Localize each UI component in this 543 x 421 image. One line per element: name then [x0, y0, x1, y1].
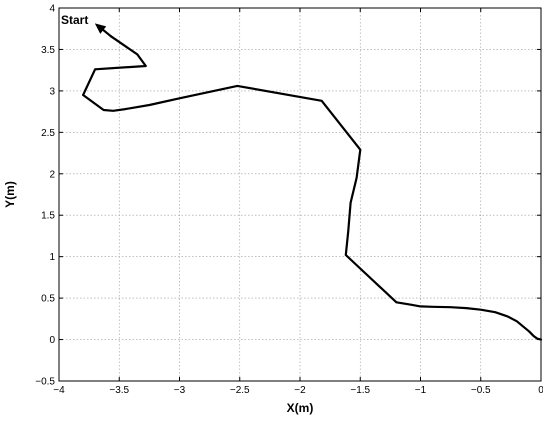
x-tick-label: −3 [174, 385, 186, 396]
y-axis-label: Y(m) [3, 181, 17, 208]
y-tick-label: 0 [49, 335, 55, 346]
x-axis-label: X(m) [287, 401, 314, 415]
x-tick-label: −1.5 [350, 385, 370, 396]
start-arrow-icon [94, 23, 112, 38]
x-tick-label: −2.5 [230, 385, 250, 396]
trajectory-line [82, 35, 543, 341]
y-tick-label: 1 [49, 252, 55, 263]
y-tick-labels: −0.5 0 0.5 1 1.5 2 2.5 3 3.5 4 [35, 4, 55, 388]
y-tick-label: 3 [49, 86, 55, 97]
x-tick-labels: −4 −3.5 −3 −2.5 −2 −1.5 −1 −0.5 0 [53, 385, 543, 396]
x-tick-label: −0.5 [471, 385, 491, 396]
x-tick-label: −2 [294, 385, 306, 396]
y-tick-label: 2.5 [41, 128, 55, 139]
axis-ticks [58, 7, 542, 382]
arrow-head [94, 23, 107, 34]
x-tick-label: −4 [53, 385, 65, 396]
y-tick-label: −0.5 [35, 377, 55, 388]
y-tick-label: 1.5 [41, 211, 55, 222]
start-annotation: Start [61, 13, 88, 27]
x-tick-label: −1 [415, 385, 427, 396]
y-tick-label: 0.5 [41, 294, 55, 305]
y-tick-label: 2 [49, 169, 55, 180]
y-tick-label: 4 [49, 4, 55, 15]
y-tick-label: 3.5 [41, 45, 55, 56]
x-tick-label: 0 [538, 385, 543, 396]
grid-lines [59, 8, 541, 381]
x-tick-label: −3.5 [109, 385, 129, 396]
